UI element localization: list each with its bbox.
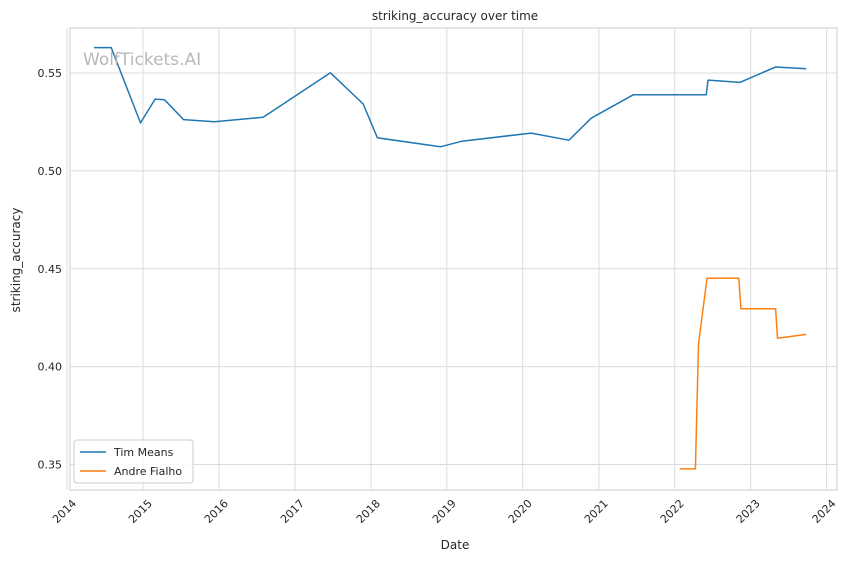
series-layer <box>93 46 807 470</box>
y-axis-label: striking_accuracy <box>9 208 23 313</box>
y-tick-label: 0.55 <box>38 67 63 80</box>
y-tick-label: 0.45 <box>38 263 63 276</box>
x-tick-label: 2024 <box>810 497 839 526</box>
chart-title: striking_accuracy over time <box>372 9 538 23</box>
x-tick-label: 2022 <box>658 497 687 526</box>
grid <box>66 28 837 490</box>
x-tick-label: 2017 <box>278 497 307 526</box>
legend: Tim Means Andre Fialho <box>73 439 194 484</box>
y-axis-ticks: 0.35 0.40 0.45 0.50 0.55 <box>38 67 63 472</box>
x-tick-label: 2020 <box>506 497 535 526</box>
x-tick-label: 2016 <box>202 497 231 526</box>
x-tick-label: 2021 <box>582 497 611 526</box>
x-tick-label: 2014 <box>50 497 79 526</box>
x-tick-label: 2023 <box>734 497 763 526</box>
y-tick-label: 0.40 <box>38 361 63 374</box>
x-tick-label: 2018 <box>354 497 383 526</box>
x-axis-ticks: 2014 2015 2016 2017 2018 2019 2020 2021 2022 2023… <box>50 497 839 526</box>
series-line-tim-means <box>93 46 807 148</box>
watermark: WolfTickets.AI <box>83 50 201 70</box>
legend-label-andre-fialho: Andre Fialho <box>114 465 182 478</box>
legend-label-tim-means: Tim Means <box>113 446 174 459</box>
x-tick-label: 2015 <box>126 497 155 526</box>
y-tick-label: 0.50 <box>38 165 63 178</box>
x-axis-label: Date <box>441 538 470 552</box>
x-tick-label: 2019 <box>430 497 459 526</box>
legend-box <box>73 439 194 484</box>
plot-area <box>69 27 838 491</box>
y-tick-label: 0.35 <box>38 459 63 472</box>
